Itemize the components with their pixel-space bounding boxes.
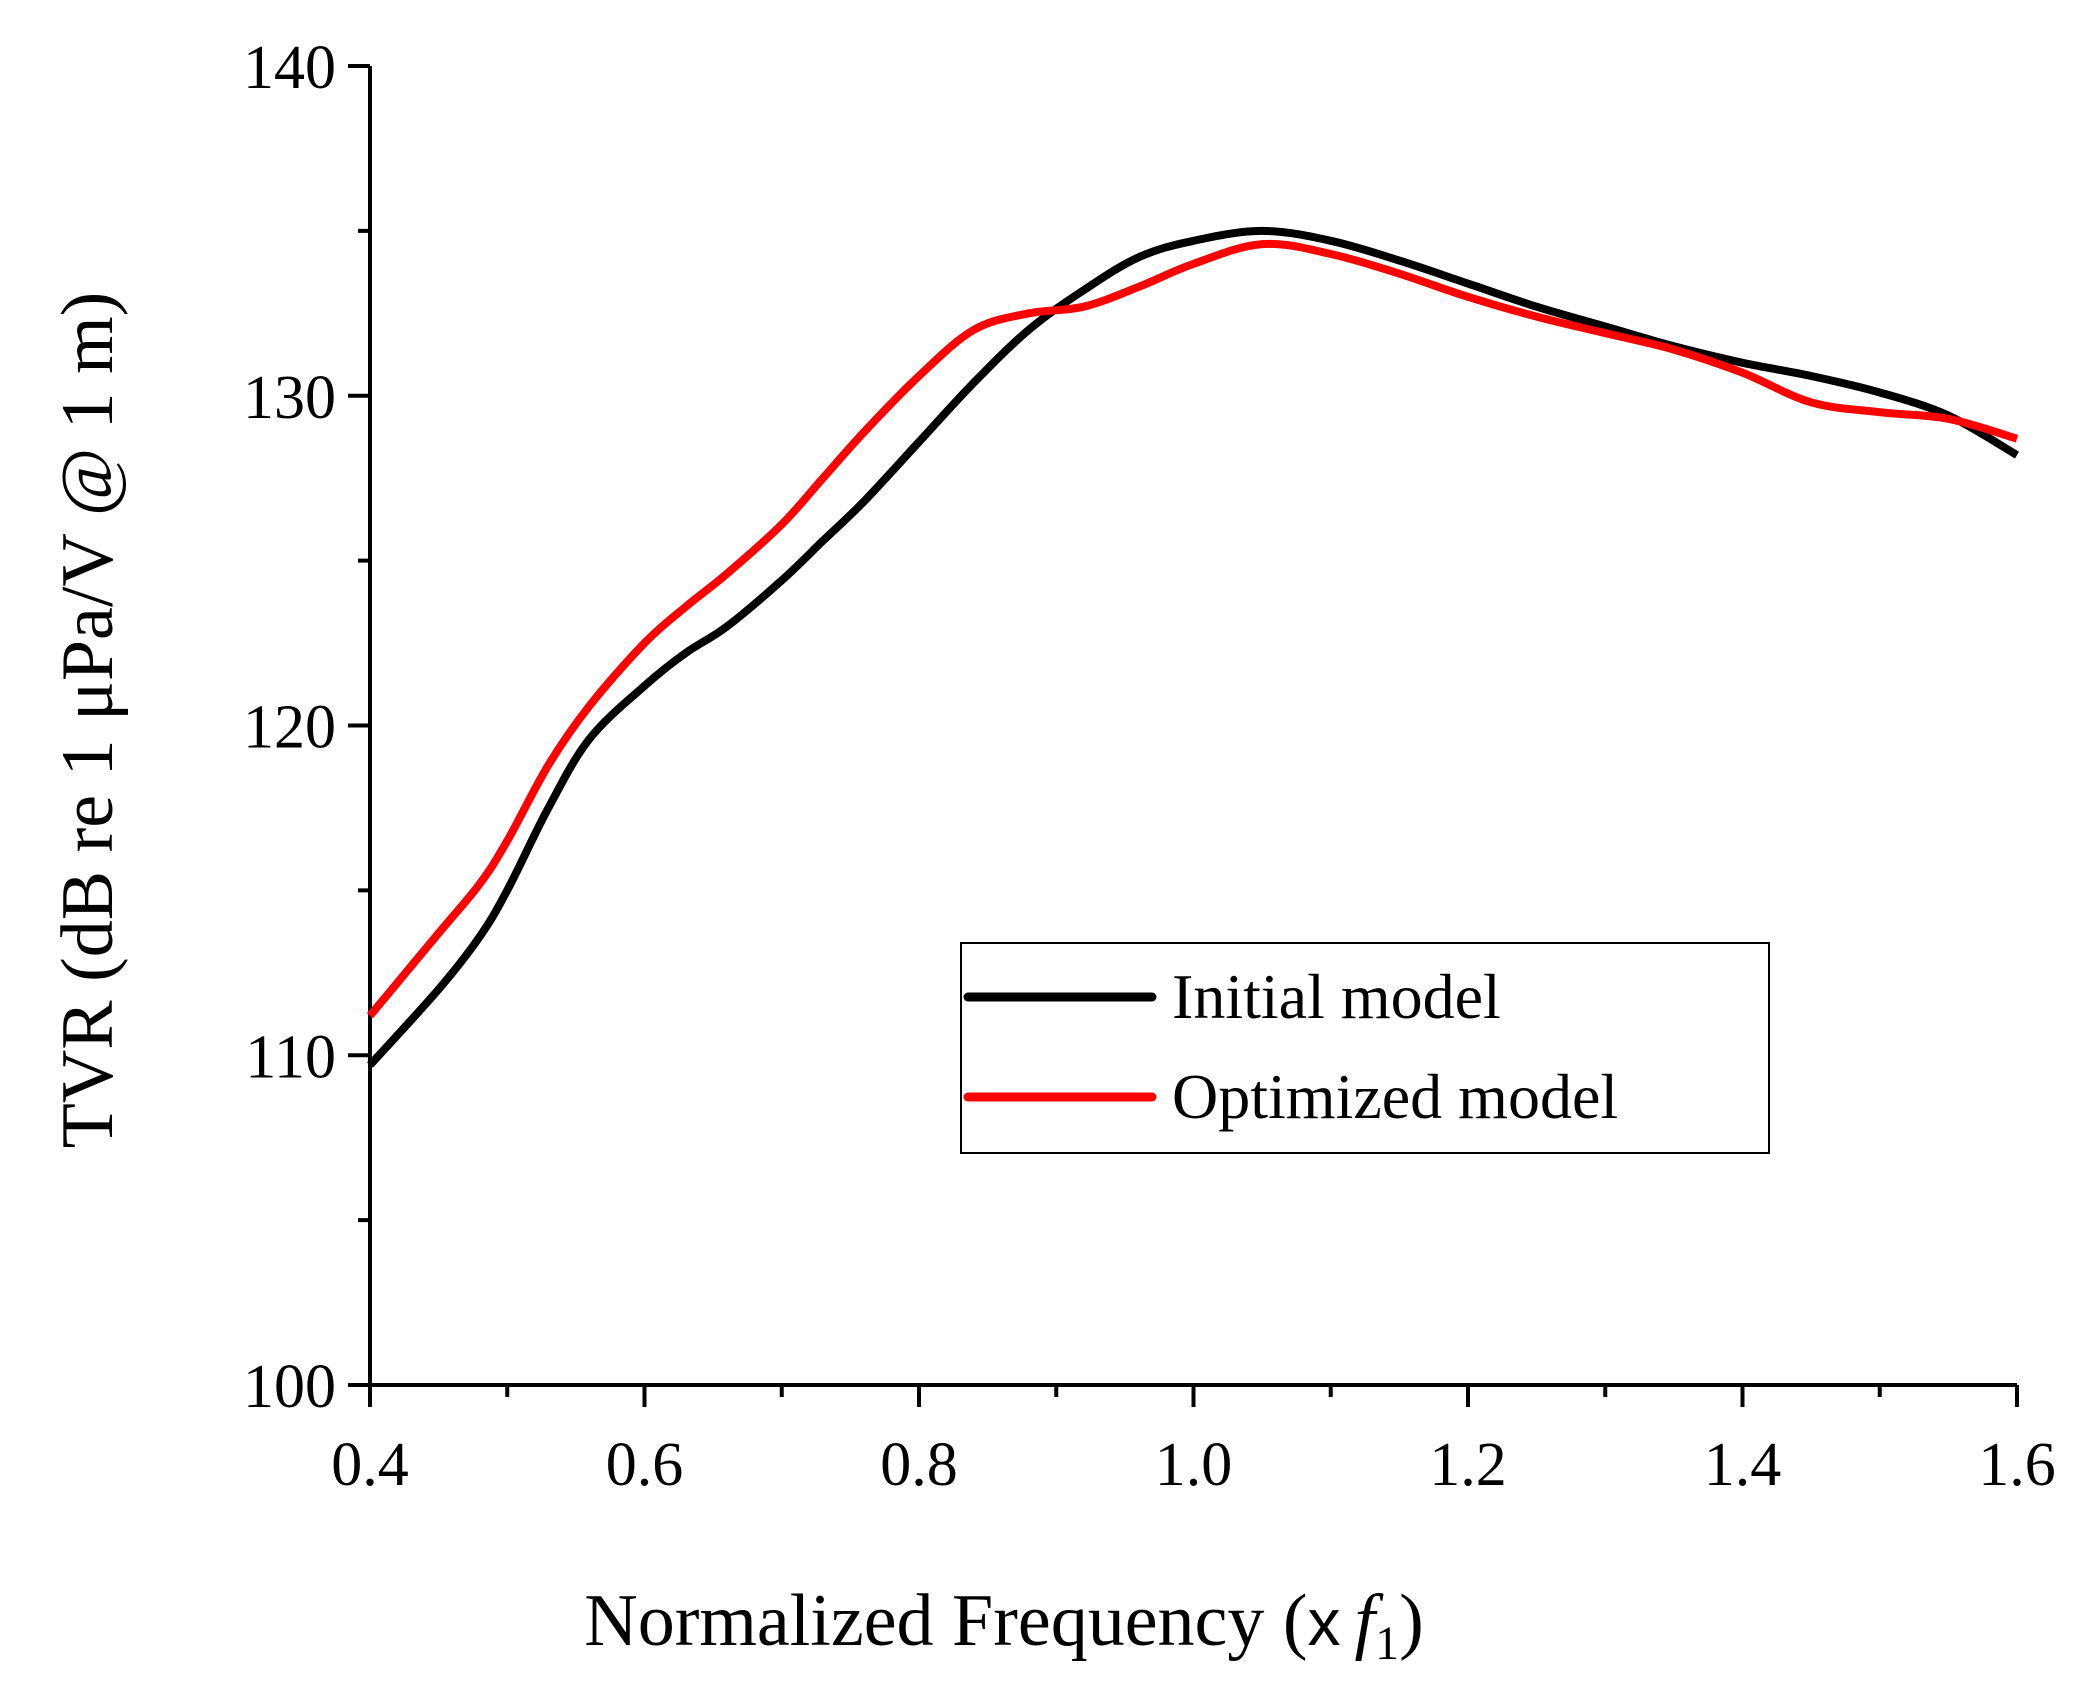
legend-box <box>960 942 1770 1154</box>
x-axis-title-main: Normalized Frequency ( <box>584 1580 1307 1662</box>
y-tick-label: 100 <box>243 1353 336 1421</box>
x-tick-label: 0.8 <box>880 1431 958 1499</box>
x-tick-label: 1.2 <box>1429 1431 1507 1499</box>
x-tick-label: 0.6 <box>606 1431 684 1499</box>
legend-label-optimized-model: Optimized model <box>1172 1061 1618 1132</box>
y-tick-label: 120 <box>243 694 336 762</box>
legend-label-initial-model: Initial model <box>1172 961 1501 1032</box>
y-tick-label: 140 <box>243 34 336 102</box>
series-line-initial-model <box>367 226 2020 1068</box>
x-tick-label: 1.4 <box>1704 1431 1782 1499</box>
x-tick-label: 0.4 <box>331 1431 409 1499</box>
y-ticks: 100 110 120 130 140 <box>243 34 370 1421</box>
y-tick-label: 110 <box>245 1023 336 1091</box>
x-axis-title: Normalized Frequency (x f1) <box>584 1580 1424 1670</box>
x-tick-label: 1.6 <box>1978 1431 2056 1499</box>
legend: Initial model Optimized model <box>960 942 1770 1154</box>
x-axis-title-sub: 1 <box>1375 1617 1399 1670</box>
y-tick-label: 130 <box>243 364 336 432</box>
x-tick-label: 1.0 <box>1155 1431 1233 1499</box>
series-layer <box>366 226 2020 1068</box>
x-ticks: 0.4 0.6 0.8 1.0 1.2 1.4 1.6 <box>331 1385 2056 1499</box>
x-axis-title-times: x <box>1308 1585 1341 1659</box>
x-axis-title-close: ) <box>1399 1580 1424 1662</box>
y-axis-title: TVR (dB re 1 μPa/V @ 1 m) <box>47 292 129 1149</box>
series-line-optimized-model <box>366 239 2019 1019</box>
